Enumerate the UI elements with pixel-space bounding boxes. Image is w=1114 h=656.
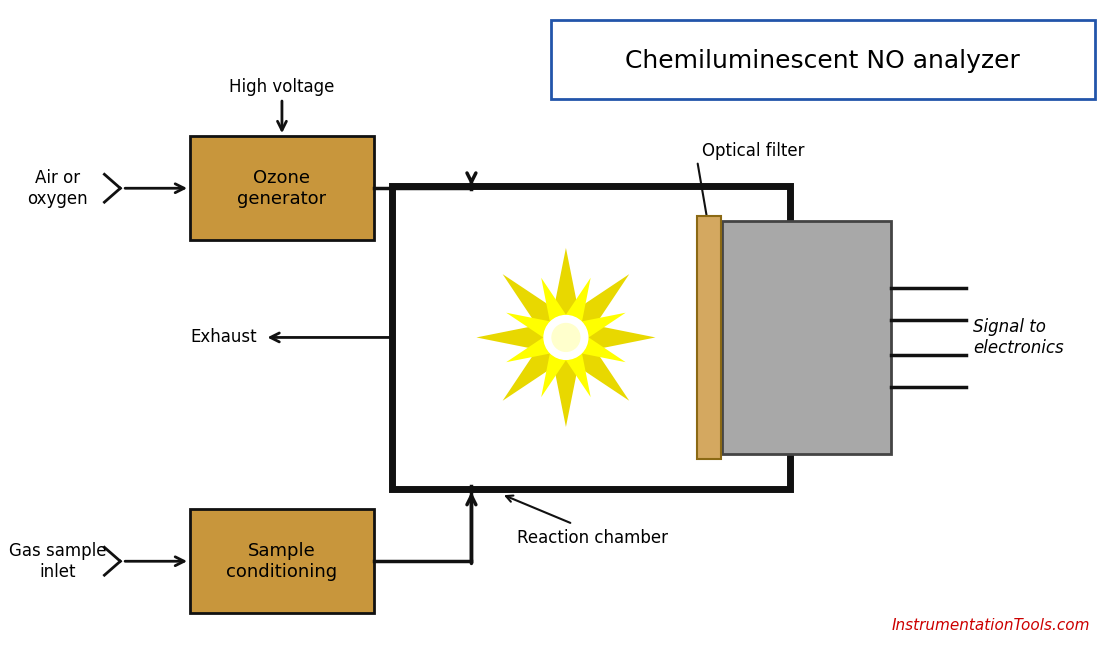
Polygon shape <box>566 319 655 356</box>
Polygon shape <box>561 313 626 350</box>
Bar <box>697 216 721 459</box>
Polygon shape <box>561 325 626 362</box>
Polygon shape <box>554 333 590 397</box>
Bar <box>551 20 1095 99</box>
Bar <box>190 509 374 613</box>
Text: High voltage: High voltage <box>229 78 334 96</box>
Polygon shape <box>541 333 578 397</box>
Polygon shape <box>554 277 590 342</box>
Text: Photomultiplier
tube detector: Photomultiplier tube detector <box>743 318 870 357</box>
Polygon shape <box>548 337 584 427</box>
Circle shape <box>544 316 588 359</box>
Bar <box>722 220 891 455</box>
Polygon shape <box>554 274 629 350</box>
Polygon shape <box>506 325 570 362</box>
Text: Chemiluminescent NO analyzer: Chemiluminescent NO analyzer <box>625 49 1020 73</box>
Text: InstrumentationTools.com: InstrumentationTools.com <box>891 619 1091 633</box>
Polygon shape <box>554 325 629 401</box>
Bar <box>190 136 374 241</box>
Polygon shape <box>477 319 566 356</box>
Text: Air or
oxygen: Air or oxygen <box>28 169 88 208</box>
Polygon shape <box>541 277 578 342</box>
Text: Sample
conditioning: Sample conditioning <box>226 542 338 581</box>
Text: Exhaust: Exhaust <box>190 329 256 346</box>
Polygon shape <box>502 274 578 350</box>
Text: Gas sample
inlet: Gas sample inlet <box>9 542 107 581</box>
Polygon shape <box>502 325 578 401</box>
Text: Ozone
generator: Ozone generator <box>237 169 326 208</box>
Text: Optical filter: Optical filter <box>702 142 804 160</box>
Polygon shape <box>506 313 570 350</box>
Polygon shape <box>548 248 584 337</box>
Text: Signal to
electronics: Signal to electronics <box>973 318 1064 357</box>
Text: Reaction chamber: Reaction chamber <box>517 529 668 547</box>
Bar <box>392 186 790 489</box>
Circle shape <box>553 323 580 352</box>
